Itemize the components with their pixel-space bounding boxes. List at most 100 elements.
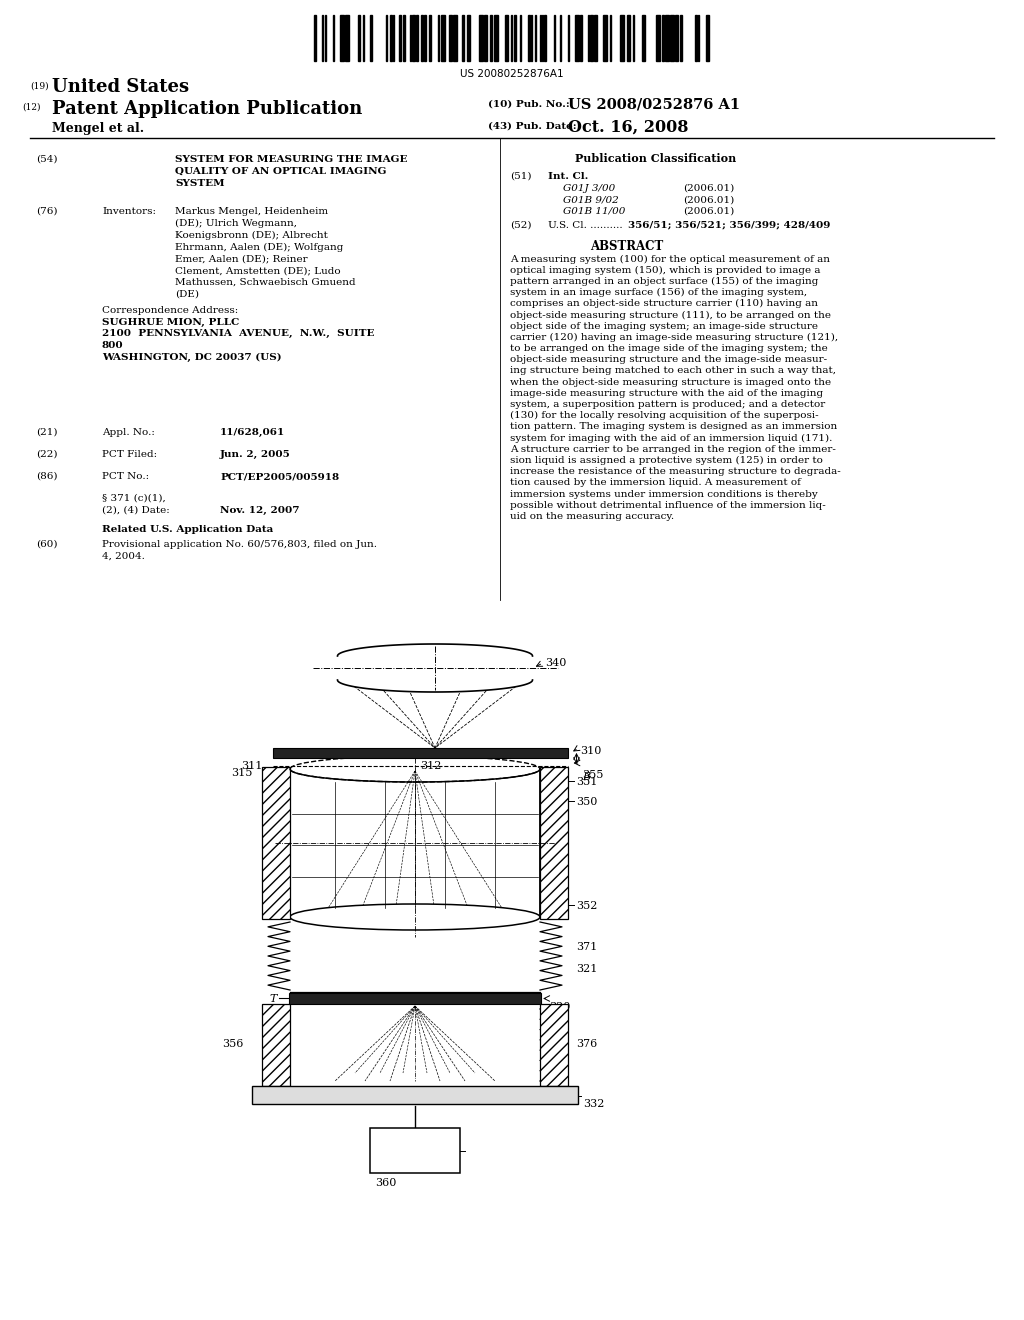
Text: Appl. No.:: Appl. No.: — [102, 428, 155, 437]
Text: 11/628,061: 11/628,061 — [220, 428, 286, 437]
Text: U.S. Cl. ..........: U.S. Cl. .......... — [548, 220, 623, 230]
Text: 4, 2004.: 4, 2004. — [102, 552, 144, 561]
Bar — [453, 15, 457, 61]
Text: ABSTRACT: ABSTRACT — [590, 240, 664, 253]
Text: Nov. 12, 2007: Nov. 12, 2007 — [220, 506, 299, 515]
Bar — [620, 15, 624, 61]
Bar — [441, 15, 445, 61]
Text: 321: 321 — [575, 964, 597, 974]
Text: (86): (86) — [36, 473, 57, 480]
Bar — [544, 15, 546, 61]
Text: Int. Cl.: Int. Cl. — [548, 172, 589, 181]
Text: (76): (76) — [36, 207, 57, 216]
Text: WASHINGTON, DC 20037 (US): WASHINGTON, DC 20037 (US) — [102, 352, 282, 362]
Bar — [340, 15, 344, 61]
Text: A measuring system (100) for the optical measurement of an: A measuring system (100) for the optical… — [510, 255, 830, 264]
Text: 315: 315 — [231, 768, 253, 777]
Text: when the object-side measuring structure is imaged onto the: when the object-side measuring structure… — [510, 378, 831, 387]
Polygon shape — [338, 644, 532, 692]
Bar — [505, 15, 508, 61]
Text: (54): (54) — [36, 154, 57, 164]
Bar — [390, 15, 392, 61]
Text: (51): (51) — [510, 172, 531, 181]
Text: pattern arranged in an object surface (155) of the imaging: pattern arranged in an object surface (1… — [510, 277, 818, 286]
Text: PCT No.:: PCT No.: — [102, 473, 150, 480]
Bar — [252, 1086, 578, 1104]
Text: Provisional application No. 60/576,803, filed on Jun.: Provisional application No. 60/576,803, … — [102, 540, 377, 549]
Text: 351: 351 — [575, 777, 597, 787]
Text: (52): (52) — [510, 220, 531, 230]
Text: Ehrmann, Aalen (DE); Wolfgang: Ehrmann, Aalen (DE); Wolfgang — [175, 243, 343, 252]
Bar — [670, 15, 674, 61]
Text: 352: 352 — [575, 902, 597, 911]
Text: system in an image surface (156) of the imaging system,: system in an image surface (156) of the … — [510, 288, 807, 297]
Bar — [370, 1129, 460, 1173]
Text: Mengel et al.: Mengel et al. — [52, 121, 144, 135]
Bar — [656, 15, 660, 61]
Text: G01B 11/00: G01B 11/00 — [563, 207, 626, 216]
Text: SUGHRUE MION, PLLC: SUGHRUE MION, PLLC — [102, 318, 240, 327]
Text: (12): (12) — [22, 103, 41, 112]
Text: 2100  PENNSYLVANIA  AVENUE,  N.W.,  SUITE: 2100 PENNSYLVANIA AVENUE, N.W., SUITE — [102, 330, 375, 338]
Text: possible without detrimental influence of the immersion liq-: possible without detrimental influence o… — [510, 500, 825, 510]
Text: (DE): (DE) — [175, 289, 199, 298]
Bar — [484, 15, 487, 61]
Text: system, a superposition pattern is produced; and a detector: system, a superposition pattern is produ… — [510, 400, 825, 409]
Text: carrier (120) having an image-side measuring structure (121),: carrier (120) having an image-side measu… — [510, 333, 838, 342]
Bar — [449, 15, 452, 61]
Ellipse shape — [290, 904, 540, 931]
Bar — [490, 15, 492, 61]
Bar — [695, 15, 697, 61]
Bar — [580, 15, 582, 61]
Bar — [421, 15, 423, 61]
Text: US 2008/0252876 A1: US 2008/0252876 A1 — [568, 96, 740, 111]
Bar — [467, 15, 470, 61]
Bar — [262, 767, 290, 919]
Bar — [594, 15, 597, 61]
Text: (10) Pub. No.:: (10) Pub. No.: — [488, 100, 569, 110]
Text: T: T — [269, 994, 276, 1005]
Bar — [514, 15, 516, 61]
Text: Koenigsbronn (DE); Albrecht: Koenigsbronn (DE); Albrecht — [175, 231, 328, 240]
Text: immersion systems under immersion conditions is thereby: immersion systems under immersion condit… — [510, 490, 818, 499]
Text: Related U.S. Application Data: Related U.S. Application Data — [102, 525, 273, 535]
Bar — [528, 15, 530, 61]
Text: US 20080252876A1: US 20080252876A1 — [460, 69, 564, 79]
Text: (22): (22) — [36, 450, 57, 459]
Text: Markus Mengel, Heidenheim: Markus Mengel, Heidenheim — [175, 207, 328, 216]
Bar — [706, 15, 709, 61]
Text: (19): (19) — [30, 82, 48, 91]
Bar — [575, 15, 579, 61]
Bar — [412, 15, 415, 61]
Text: Publication Classification: Publication Classification — [575, 153, 736, 164]
Text: Jun. 2, 2005: Jun. 2, 2005 — [220, 450, 291, 459]
Bar — [262, 1005, 290, 1086]
Bar — [358, 15, 360, 61]
Text: 332: 332 — [583, 1100, 604, 1109]
Text: United States: United States — [52, 78, 189, 96]
Text: 800: 800 — [102, 341, 124, 350]
Text: comprises an object-side structure carrier (110) having an: comprises an object-side structure carri… — [510, 300, 818, 309]
Text: object side of the imaging system; an image-side structure: object side of the imaging system; an im… — [510, 322, 818, 331]
Text: SYSTEM FOR MEASURING THE IMAGE: SYSTEM FOR MEASURING THE IMAGE — [175, 154, 408, 164]
Text: (130) for the locally resolving acquisition of the superposi-: (130) for the locally resolving acquisit… — [510, 412, 818, 421]
Text: 356/51; 356/521; 356/399; 428/409: 356/51; 356/521; 356/399; 428/409 — [628, 220, 830, 230]
Text: 310: 310 — [581, 746, 602, 756]
Text: Mathussen, Schwaebisch Gmuend: Mathussen, Schwaebisch Gmuend — [175, 277, 355, 286]
Bar — [540, 767, 568, 919]
Text: tion caused by the immersion liquid. A measurement of: tion caused by the immersion liquid. A m… — [510, 478, 801, 487]
Text: system for imaging with the aid of an immersion liquid (171).: system for imaging with the aid of an im… — [510, 434, 833, 442]
Text: G01B 9/02: G01B 9/02 — [563, 195, 618, 205]
Text: 356: 356 — [222, 1039, 244, 1049]
Text: A structure carrier to be arranged in the region of the immer-: A structure carrier to be arranged in th… — [510, 445, 836, 454]
Bar — [370, 15, 372, 61]
Text: (DE); Ulrich Wegmann,: (DE); Ulrich Wegmann, — [175, 219, 297, 228]
Bar — [289, 993, 541, 1005]
Bar — [462, 15, 464, 61]
Bar — [424, 15, 426, 61]
Text: (43) Pub. Date:: (43) Pub. Date: — [488, 121, 577, 131]
Text: Correspondence Address:: Correspondence Address: — [102, 306, 239, 315]
Text: optical imaging system (150), which is provided to image a: optical imaging system (150), which is p… — [510, 265, 820, 275]
Bar — [603, 15, 607, 61]
Text: QUALITY OF AN OPTICAL IMAGING: QUALITY OF AN OPTICAL IMAGING — [175, 168, 386, 176]
